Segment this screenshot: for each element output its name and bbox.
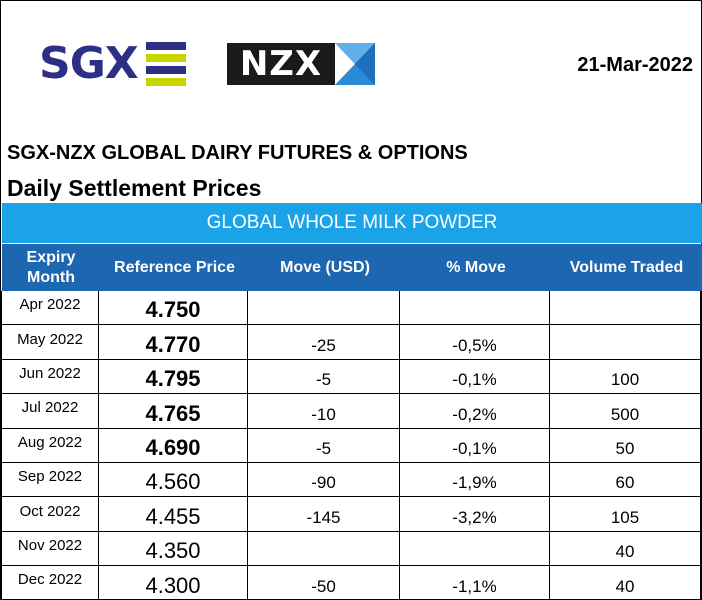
move-usd-cell: -25 — [248, 325, 400, 360]
table-row: Jun 2022 4.795 -5 -0,1% 100 — [1, 359, 702, 395]
pct-move-cell: -1,1% — [400, 566, 550, 600]
nzx-logo-text: NZX — [227, 43, 335, 85]
expiry-month-cell: Nov 2022 — [1, 531, 99, 567]
column-header-reference-price: Reference Price — [114, 258, 235, 276]
pct-move-cell: -3,2% — [400, 497, 550, 532]
move-usd-cell: -145 — [248, 497, 400, 532]
volume-traded-cell — [550, 291, 701, 326]
pct-move-cell: -1,9% — [400, 462, 550, 498]
volume-traded-cell: 100 — [550, 359, 701, 395]
product-title: GLOBAL WHOLE MILK POWDER — [2, 203, 702, 243]
table-row: Aug 2022 4.690 -5 -0,1% 50 — [1, 428, 702, 463]
table-row: Sep 2022 4.560 -90 -1,9% 60 — [1, 462, 702, 498]
column-header-move: Move (USD) — [280, 258, 370, 276]
expiry-month-cell: Sep 2022 — [1, 462, 99, 498]
expiry-month-cell: Oct 2022 — [1, 497, 99, 532]
reference-price-cell: 4.690 — [99, 428, 248, 463]
move-usd-cell: -50 — [248, 566, 400, 600]
sgx-logo-bars — [145, 42, 186, 86]
table-body: Apr 2022 4.750 May 2022 4.770 -25 -0,5% Jun 20… — [1, 291, 702, 600]
report-title: Daily Settlement Prices — [7, 175, 262, 201]
expiry-month-cell: Apr 2022 — [1, 291, 99, 326]
volume-traded-cell: 105 — [550, 497, 701, 532]
volume-traded-cell: 40 — [550, 531, 701, 567]
reference-price-cell: 4.750 — [99, 291, 248, 326]
pct-move-cell: -0,2% — [400, 394, 550, 429]
sgx-logo-text: SGX — [39, 38, 139, 89]
move-usd-cell: -5 — [248, 428, 400, 463]
table-row: Dec 2022 4.300 -50 -1,1% 40 — [1, 566, 702, 600]
sgx-logo: SGX — [39, 41, 186, 87]
table-row: Nov 2022 4.350 40 — [1, 531, 702, 567]
move-usd-cell: -5 — [248, 359, 400, 395]
expiry-month-cell: Jul 2022 — [1, 394, 99, 429]
move-usd-cell: -10 — [248, 394, 400, 429]
expiry-month-cell: Dec 2022 — [1, 566, 99, 600]
reference-price-cell: 4.795 — [99, 359, 248, 395]
pct-move-cell: -0,1% — [400, 428, 550, 463]
column-header-volume: Volume Traded — [569, 258, 684, 276]
table-row: Oct 2022 4.455 -145 -3,2% 105 — [1, 497, 702, 532]
move-usd-cell — [248, 291, 400, 326]
move-usd-cell: -90 — [248, 462, 400, 498]
expiry-month-cell: Aug 2022 — [1, 428, 99, 463]
volume-traded-cell: 40 — [550, 566, 701, 600]
table-row: May 2022 4.770 -25 -0,5% — [1, 325, 702, 360]
table-row: Jul 2022 4.765 -10 -0,2% 500 — [1, 394, 702, 429]
move-usd-cell — [248, 531, 400, 567]
expiry-month-cell: Jun 2022 — [1, 359, 99, 395]
expiry-month-cell: May 2022 — [1, 325, 99, 360]
volume-traded-cell: 500 — [550, 394, 701, 429]
reference-price-cell: 4.560 — [99, 462, 248, 498]
nzx-logo-mark — [335, 43, 375, 85]
column-header-pct-move: % Move — [446, 258, 506, 276]
reference-price-cell: 4.770 — [99, 325, 248, 360]
column-header-expiry: Expiry Month — [26, 248, 76, 286]
table-row: Apr 2022 4.750 — [1, 291, 702, 326]
volume-traded-cell: 60 — [550, 462, 701, 498]
report-date: 21-Mar-2022 — [577, 54, 693, 76]
pct-move-cell: -0,5% — [400, 325, 550, 360]
table-header: Expiry Month Reference Price Move (USD) … — [2, 244, 702, 291]
pct-move-cell — [400, 531, 550, 567]
pct-move-cell — [400, 291, 550, 326]
nzx-logo: NZX — [227, 43, 375, 85]
product-group-title: SGX-NZX GLOBAL DAIRY FUTURES & OPTIONS — [7, 142, 468, 164]
reference-price-cell: 4.455 — [99, 497, 248, 532]
pct-move-cell: -0,1% — [400, 359, 550, 395]
volume-traded-cell: 50 — [550, 428, 701, 463]
reference-price-cell: 4.765 — [99, 394, 248, 429]
reference-price-cell: 4.350 — [99, 531, 248, 567]
volume-traded-cell — [550, 325, 701, 360]
reference-price-cell: 4.300 — [99, 566, 248, 600]
